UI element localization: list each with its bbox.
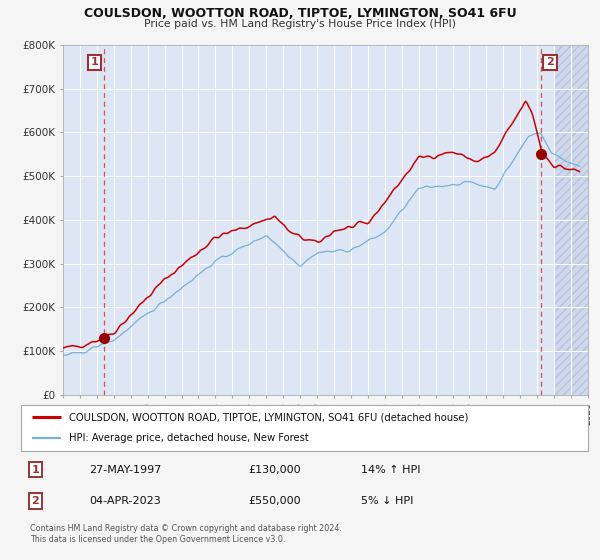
Text: 04-APR-2023: 04-APR-2023 [89, 496, 161, 506]
Text: COULSDON, WOOTTON ROAD, TIPTOE, LYMINGTON, SO41 6FU (detached house): COULSDON, WOOTTON ROAD, TIPTOE, LYMINGTO… [69, 412, 469, 422]
Text: HPI: Average price, detached house, New Forest: HPI: Average price, detached house, New … [69, 433, 309, 444]
Text: 27-MAY-1997: 27-MAY-1997 [89, 465, 161, 475]
Text: COULSDON, WOOTTON ROAD, TIPTOE, LYMINGTON, SO41 6FU: COULSDON, WOOTTON ROAD, TIPTOE, LYMINGTO… [83, 7, 517, 20]
Text: 2: 2 [31, 496, 39, 506]
Text: 1: 1 [31, 465, 39, 475]
Text: £130,000: £130,000 [248, 465, 301, 475]
Text: 1: 1 [91, 57, 98, 67]
Text: Contains HM Land Registry data © Crown copyright and database right 2024.: Contains HM Land Registry data © Crown c… [30, 524, 342, 533]
Text: This data is licensed under the Open Government Licence v3.0.: This data is licensed under the Open Gov… [30, 535, 286, 544]
Text: 14% ↑ HPI: 14% ↑ HPI [361, 465, 421, 475]
Text: 5% ↓ HPI: 5% ↓ HPI [361, 496, 413, 506]
Text: Price paid vs. HM Land Registry's House Price Index (HPI): Price paid vs. HM Land Registry's House … [144, 19, 456, 29]
Text: 2: 2 [546, 57, 554, 67]
Bar [554, 45, 588, 395]
Text: £550,000: £550,000 [248, 496, 301, 506]
